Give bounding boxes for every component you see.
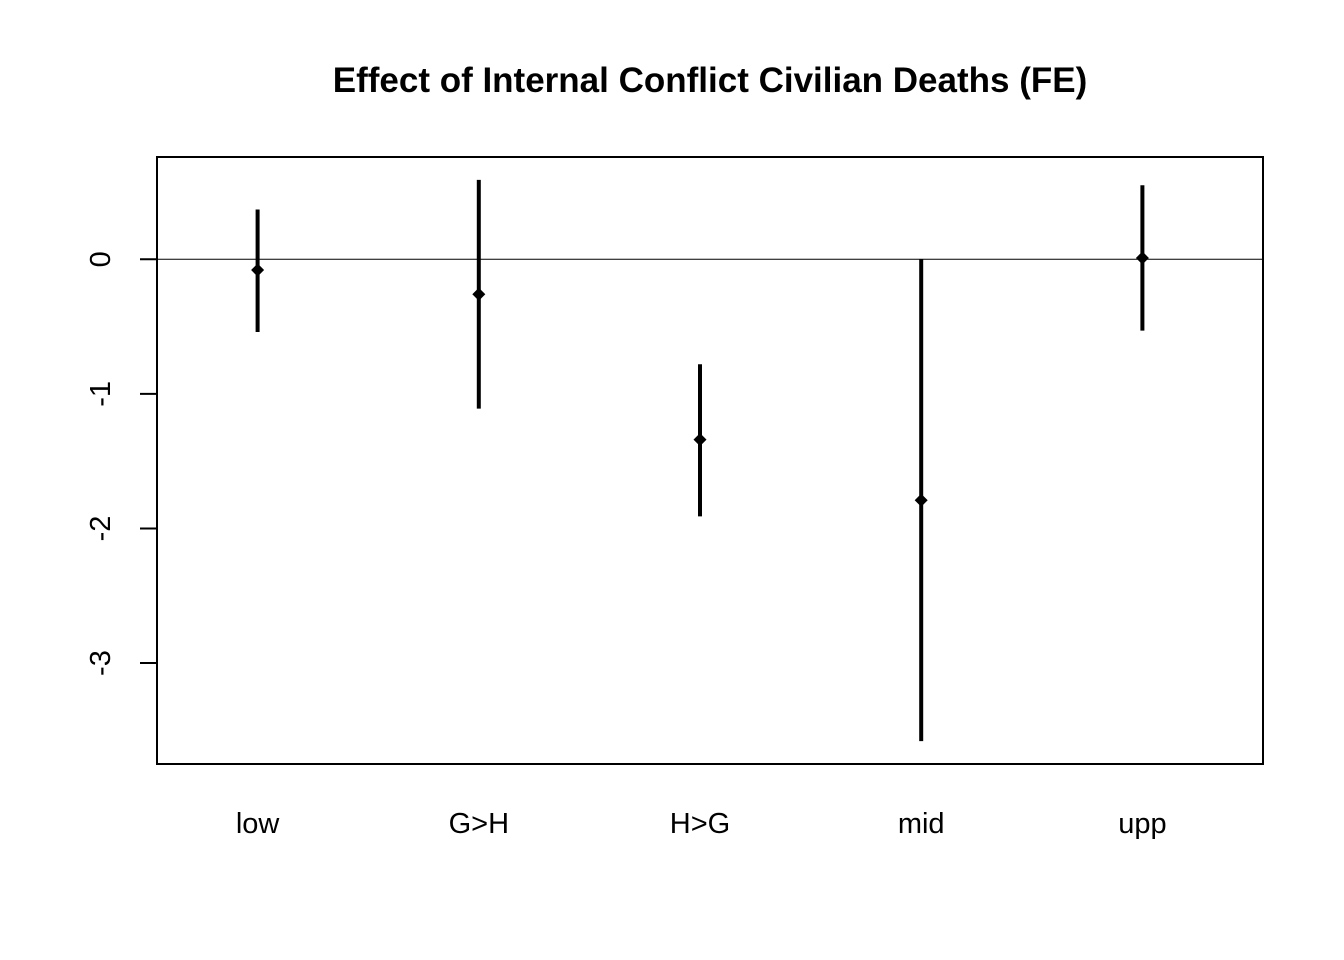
plot-frame <box>156 156 1264 765</box>
chart-title: Effect of Internal Conflict Civilian Dea… <box>333 61 1088 100</box>
y-axis: 0 -1 -2 -3 <box>85 251 157 676</box>
x-category-label: H>G <box>670 808 730 840</box>
x-category-label: upp <box>1118 808 1166 840</box>
y-tick-label: 0 <box>85 251 117 267</box>
y-tick-label: -3 <box>85 650 117 676</box>
x-category-label: mid <box>898 808 945 840</box>
y-tick-label: -1 <box>85 381 117 407</box>
x-category-label: G>H <box>449 808 509 840</box>
point-estimate <box>1135 251 1149 265</box>
chart-marks <box>251 179 1149 742</box>
point-estimate <box>472 287 486 301</box>
point-estimate <box>693 433 707 447</box>
point-estimate <box>251 263 265 277</box>
x-category-label: low <box>236 808 281 840</box>
x-axis-labels: low G>H H>G mid upp <box>236 808 1167 840</box>
point-estimate <box>914 493 928 507</box>
y-tick-label: -2 <box>85 516 117 542</box>
